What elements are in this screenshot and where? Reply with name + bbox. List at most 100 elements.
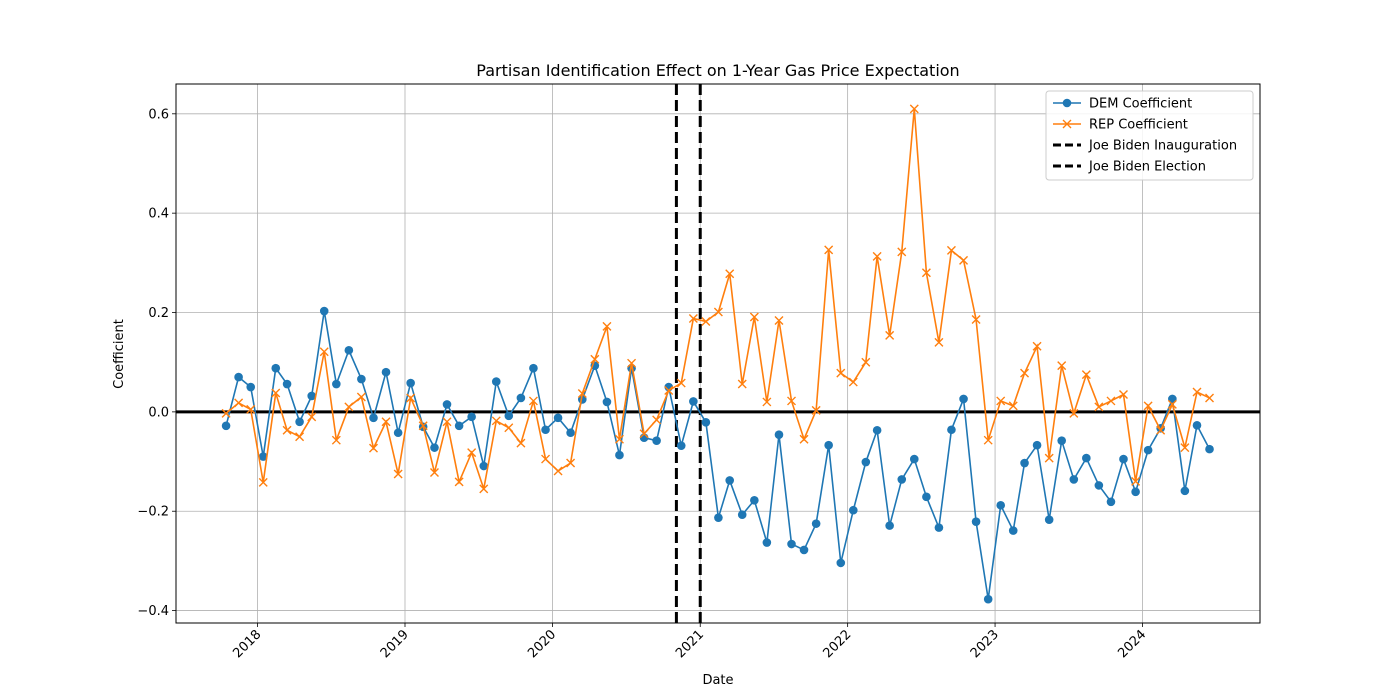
data-point xyxy=(1143,401,1153,411)
data-point xyxy=(1131,487,1140,497)
data-point xyxy=(221,408,231,418)
data-point xyxy=(664,386,674,396)
data-point xyxy=(602,321,612,331)
data-point xyxy=(307,391,317,401)
data-point xyxy=(1069,475,1079,484)
data-point xyxy=(221,421,231,431)
data-point xyxy=(1008,401,1018,411)
data-point xyxy=(590,354,600,364)
data-point xyxy=(885,521,894,530)
data-point xyxy=(258,477,268,487)
data-point xyxy=(971,517,981,526)
legend-entry: DEM Coefficient xyxy=(1053,97,1192,112)
data-point xyxy=(959,255,969,265)
data-point xyxy=(246,382,256,392)
data-point xyxy=(921,268,931,278)
data-point xyxy=(934,337,944,347)
data-point xyxy=(983,435,993,445)
series-dem xyxy=(221,306,1214,604)
x-tick-label: 2018 xyxy=(230,627,264,661)
data-point xyxy=(529,363,538,373)
data-point xyxy=(442,400,452,409)
data-point xyxy=(799,434,809,444)
data-point xyxy=(566,458,576,468)
data-point xyxy=(1119,454,1128,464)
legend-entry: Joe Biden Election xyxy=(1053,160,1206,175)
data-point xyxy=(947,425,956,435)
data-point xyxy=(946,245,956,255)
data-point xyxy=(357,374,366,384)
data-point xyxy=(1032,341,1042,351)
data-point xyxy=(1192,387,1202,397)
data-point xyxy=(553,413,563,423)
data-point xyxy=(1057,436,1066,445)
y-tick-label: 0.2 xyxy=(148,306,169,321)
data-point xyxy=(676,441,686,450)
data-point xyxy=(1180,443,1190,453)
data-point xyxy=(885,330,895,340)
data-point xyxy=(749,312,759,322)
data-point xyxy=(1008,526,1018,535)
data-point xyxy=(1069,408,1079,418)
data-point xyxy=(1167,399,1177,409)
data-point xyxy=(491,377,501,386)
data-point xyxy=(429,467,439,477)
data-point xyxy=(393,428,403,438)
legend-marker xyxy=(1062,98,1072,108)
data-point xyxy=(1020,368,1030,378)
data-point xyxy=(689,397,698,406)
data-point xyxy=(762,538,772,547)
series-rep xyxy=(221,104,1215,494)
legend-entry: Joe Biden Inauguration xyxy=(1053,139,1237,154)
data-point xyxy=(418,421,428,431)
data-point xyxy=(430,443,439,452)
data-point xyxy=(1106,396,1116,406)
data-point xyxy=(406,393,416,403)
data-point xyxy=(959,394,968,404)
data-point xyxy=(393,469,403,479)
data-point xyxy=(516,438,526,448)
legend-label: REP Coefficient xyxy=(1089,118,1188,133)
data-point xyxy=(331,435,341,445)
data-point xyxy=(714,513,723,522)
data-point xyxy=(614,434,624,444)
data-point xyxy=(1106,497,1116,507)
data-point xyxy=(1118,389,1128,399)
data-point xyxy=(787,539,796,549)
data-point xyxy=(504,411,514,421)
x-tick-label: 2024 xyxy=(1115,627,1149,661)
data-point xyxy=(1094,481,1104,490)
legend-label: Joe Biden Inauguration xyxy=(1088,139,1237,154)
x-tick-label: 2020 xyxy=(525,627,559,661)
data-point xyxy=(295,432,305,442)
data-point xyxy=(282,379,292,389)
x-tick-label: 2023 xyxy=(968,627,1002,661)
legend: DEM Coefficient REP Coefficient Joe Biden … xyxy=(1045,90,1254,181)
data-point xyxy=(909,104,919,114)
data-point xyxy=(1131,476,1141,486)
data-point xyxy=(577,388,587,398)
data-point xyxy=(1044,453,1054,463)
data-point xyxy=(861,457,871,467)
chart-title: Partisan Identification Effect on 1-Year… xyxy=(476,61,959,80)
data-point xyxy=(836,368,846,378)
data-point xyxy=(774,315,784,325)
data-point xyxy=(258,452,268,461)
data-point xyxy=(344,345,354,355)
data-point xyxy=(652,415,662,425)
data-point xyxy=(701,316,711,326)
data-point xyxy=(639,429,649,439)
data-point xyxy=(1180,486,1190,496)
data-point xyxy=(319,347,329,357)
legend-label: Joe Biden Election xyxy=(1088,160,1206,175)
data-point xyxy=(1032,440,1042,450)
data-point xyxy=(811,405,821,415)
data-point xyxy=(909,454,919,464)
data-point xyxy=(627,358,637,368)
data-point xyxy=(479,484,489,494)
y-axis-label: Coefficient xyxy=(112,319,127,389)
data-point xyxy=(996,500,1006,510)
data-point xyxy=(566,428,575,438)
data-point xyxy=(1082,453,1091,463)
data-point xyxy=(246,404,256,414)
